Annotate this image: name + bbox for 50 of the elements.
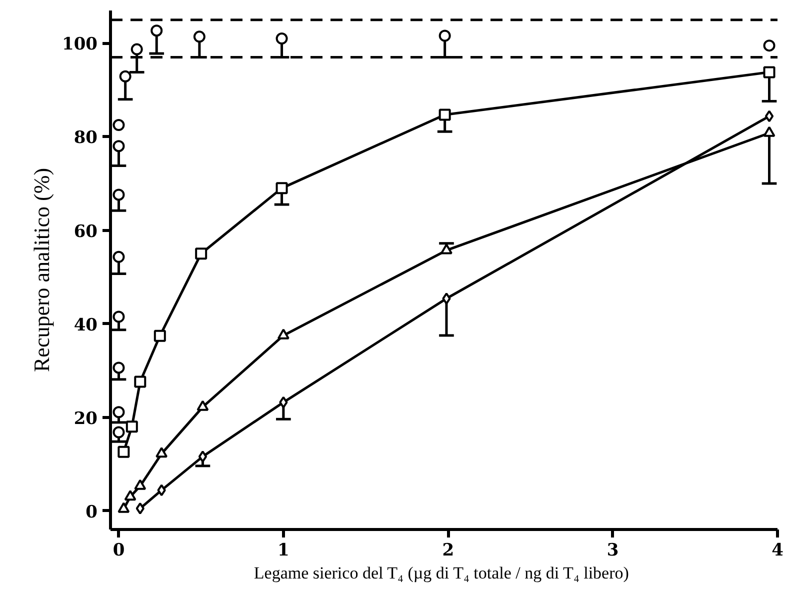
y-tick-label: 100: [62, 34, 98, 55]
point: [279, 396, 288, 408]
point: [157, 484, 166, 496]
point: [112, 140, 125, 152]
point: [156, 446, 168, 458]
point: [112, 362, 125, 374]
point: [277, 328, 290, 340]
point: [112, 426, 125, 438]
x-tick-label: 1: [278, 540, 290, 560]
point: [112, 119, 125, 132]
point: [442, 292, 451, 305]
y-axis-title: Recupero analitico (%): [29, 168, 54, 372]
point: [438, 108, 451, 121]
point: [134, 376, 146, 388]
point: [193, 30, 206, 43]
point: [198, 450, 208, 463]
point: [438, 30, 451, 42]
y-tick-label: 20: [74, 408, 98, 429]
point: [154, 330, 166, 342]
point: [195, 248, 208, 260]
point: [763, 40, 776, 52]
point: [112, 188, 125, 201]
point: [112, 406, 125, 418]
point: [118, 502, 130, 513]
y-tick-label: 60: [74, 222, 98, 242]
point: [134, 479, 146, 490]
x-tick-label: 4: [772, 540, 784, 560]
point: [112, 250, 125, 263]
point: [763, 66, 776, 78]
point: [118, 446, 130, 458]
point: [764, 110, 774, 122]
point: [150, 24, 163, 37]
point: [126, 420, 138, 433]
point: [763, 126, 776, 137]
point: [112, 310, 125, 323]
point: [130, 43, 143, 56]
x-axis-title: Legame sierico del T₄ (µg di T₄ totale / ng di T₄ libero): [254, 564, 629, 582]
y-tick-label: 40: [74, 315, 98, 336]
x-tick-label: 2: [442, 540, 454, 560]
point: [276, 32, 288, 45]
point: [440, 244, 452, 254]
point: [276, 182, 288, 194]
x-tick-label: 3: [606, 540, 619, 560]
y-tick-label: 80: [74, 128, 98, 148]
point: [196, 400, 209, 411]
y-tick-label: 0: [86, 502, 98, 522]
point: [124, 490, 136, 501]
x-tick-label: 0: [112, 540, 125, 560]
point: [119, 70, 132, 82]
point: [136, 502, 144, 514]
